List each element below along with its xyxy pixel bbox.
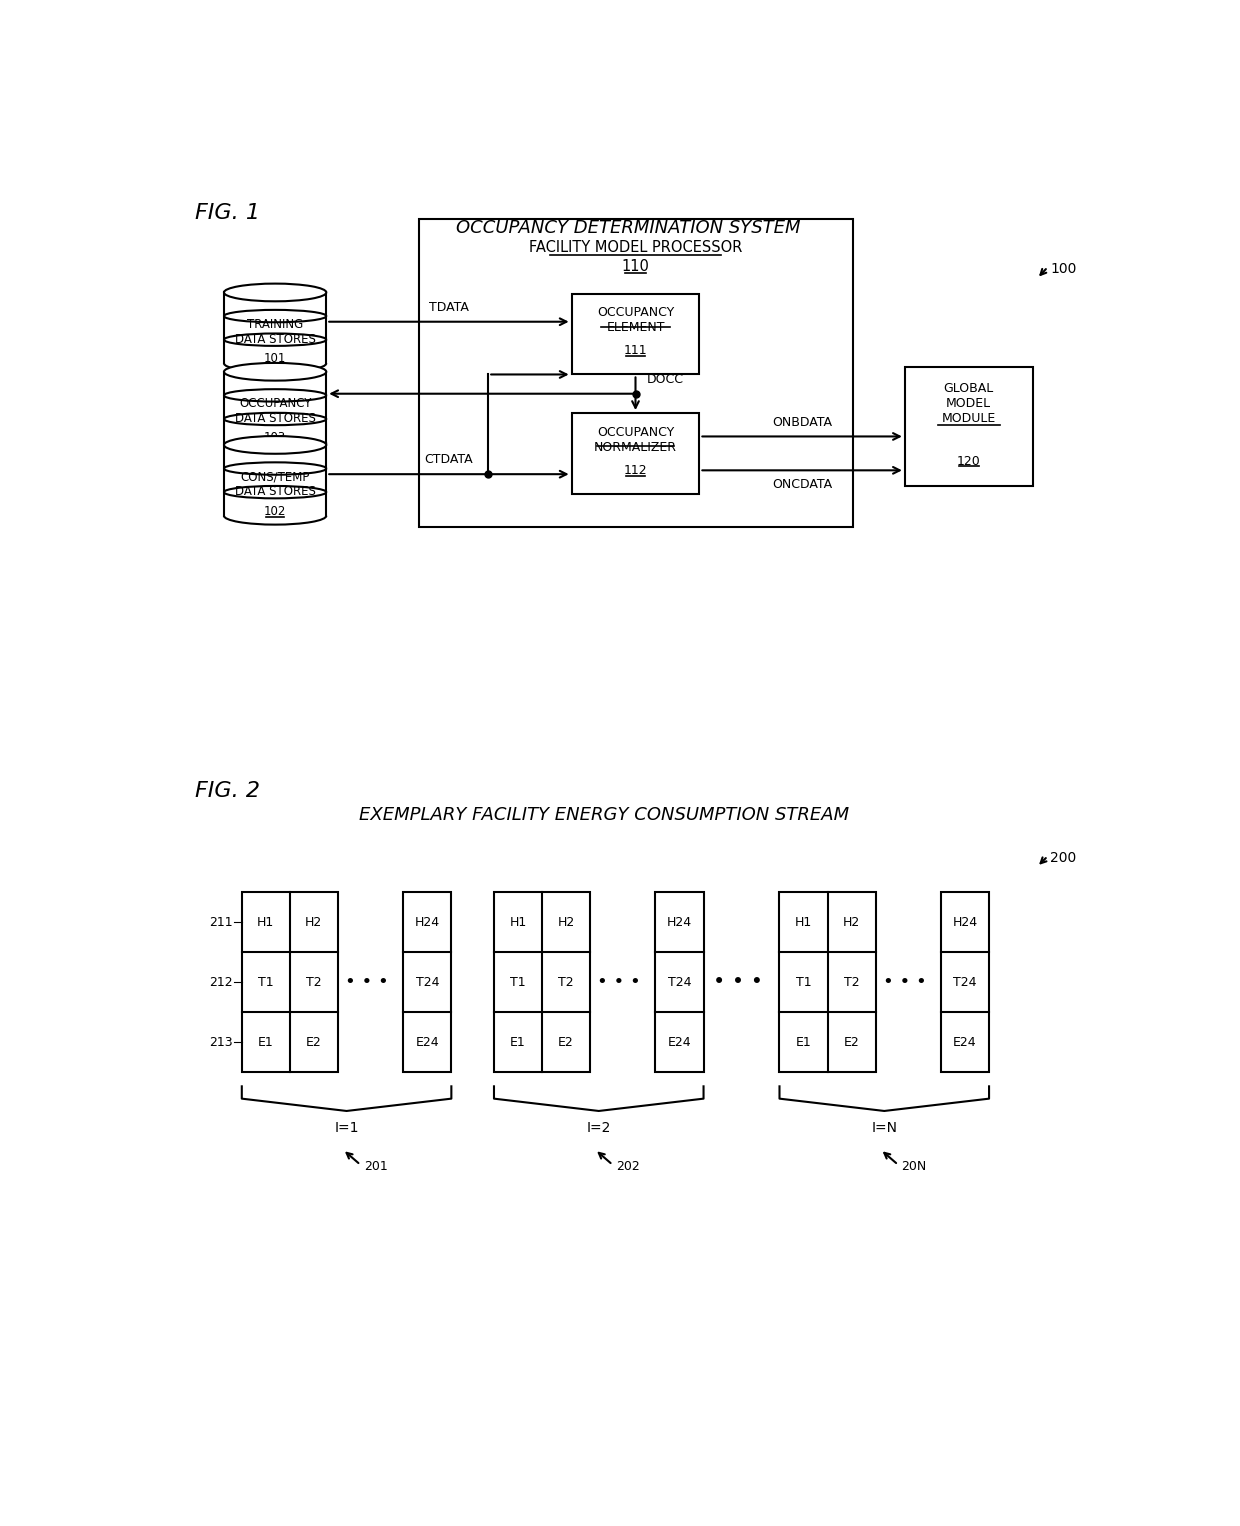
Ellipse shape	[224, 284, 326, 301]
Bar	[403, 893, 451, 1073]
Bar	[494, 893, 590, 1073]
Text: H2: H2	[558, 916, 574, 929]
Text: H2: H2	[305, 916, 322, 929]
Text: CTDATA: CTDATA	[424, 453, 474, 467]
Text: T1: T1	[510, 977, 526, 989]
Text: I=1: I=1	[335, 1122, 358, 1135]
Text: FACILITY MODEL PROCESSOR: FACILITY MODEL PROCESSOR	[528, 240, 743, 255]
Bar	[905, 366, 1033, 487]
Text: H24: H24	[952, 916, 977, 929]
Text: H1: H1	[795, 916, 812, 929]
Text: T2: T2	[843, 977, 859, 989]
Text: OCCUPANCY
NORMALIZER: OCCUPANCY NORMALIZER	[594, 426, 677, 453]
Text: 200: 200	[1050, 850, 1076, 865]
Text: T24: T24	[954, 977, 977, 989]
Text: H24: H24	[414, 916, 440, 929]
Text: 202: 202	[616, 1160, 640, 1173]
Bar	[656, 893, 703, 1073]
Text: 212: 212	[208, 977, 233, 989]
Text: H1: H1	[510, 916, 527, 929]
Text: ONBDATA: ONBDATA	[773, 415, 832, 429]
Text: OCCUPANCY DETERMINATION SYSTEM: OCCUPANCY DETERMINATION SYSTEM	[455, 218, 800, 237]
Text: H2: H2	[843, 916, 861, 929]
Text: H24: H24	[667, 916, 692, 929]
Text: DOCC: DOCC	[647, 372, 684, 386]
Text: TRAINING
DATA STORES: TRAINING DATA STORES	[234, 317, 315, 346]
Text: • • •: • • •	[596, 974, 641, 992]
Text: • • •: • • •	[713, 972, 763, 992]
Text: E1: E1	[258, 1036, 274, 1048]
Ellipse shape	[224, 436, 326, 453]
Text: TDATA: TDATA	[429, 301, 469, 314]
Text: 20N: 20N	[901, 1160, 926, 1173]
Text: T2: T2	[306, 977, 321, 989]
Text: E24: E24	[667, 1036, 692, 1048]
Text: E24: E24	[415, 1036, 439, 1048]
Text: T24: T24	[415, 977, 439, 989]
Text: OCCUPANCY
DATA STORES: OCCUPANCY DATA STORES	[234, 397, 315, 426]
Text: CONS/TEMP
DATA STORES: CONS/TEMP DATA STORES	[234, 470, 315, 497]
Ellipse shape	[224, 363, 326, 380]
Bar	[780, 893, 875, 1073]
Text: T2: T2	[558, 977, 574, 989]
Text: 103: 103	[264, 432, 286, 444]
Text: 111: 111	[624, 345, 647, 357]
Bar	[242, 893, 337, 1073]
Text: E1: E1	[796, 1036, 811, 1048]
Text: 102: 102	[264, 505, 286, 517]
Text: • • •: • • •	[883, 974, 926, 992]
Text: E24: E24	[954, 1036, 977, 1048]
Text: E2: E2	[558, 1036, 574, 1048]
Text: T1: T1	[796, 977, 811, 989]
Text: EXEMPLARY FACILITY ENERGY CONSUMPTION STREAM: EXEMPLARY FACILITY ENERGY CONSUMPTION ST…	[360, 806, 849, 824]
Text: T24: T24	[668, 977, 691, 989]
Bar	[572, 293, 699, 374]
Text: E2: E2	[306, 1036, 321, 1048]
Text: 110: 110	[621, 259, 650, 273]
Text: H1: H1	[257, 916, 274, 929]
Text: I=N: I=N	[872, 1122, 898, 1135]
Text: T1: T1	[258, 977, 274, 989]
Bar	[419, 218, 853, 526]
Text: I=2: I=2	[587, 1122, 611, 1135]
Text: • • •: • • •	[345, 974, 388, 992]
Text: 112: 112	[624, 464, 647, 476]
Text: 100: 100	[1050, 261, 1076, 276]
Text: 211: 211	[208, 916, 233, 929]
Text: FIG. 1: FIG. 1	[196, 203, 260, 223]
Text: 120: 120	[957, 455, 981, 467]
Text: FIG. 2: FIG. 2	[196, 781, 260, 801]
Text: OCCUPANCY
ELEMENT: OCCUPANCY ELEMENT	[596, 307, 675, 334]
Text: 101: 101	[264, 353, 286, 365]
Text: ONCDATA: ONCDATA	[773, 478, 832, 491]
Text: 213: 213	[208, 1036, 233, 1048]
Text: 201: 201	[363, 1160, 387, 1173]
Text: E2: E2	[843, 1036, 859, 1048]
Bar	[572, 414, 699, 494]
Text: E1: E1	[510, 1036, 526, 1048]
Bar	[941, 893, 990, 1073]
Text: GLOBAL
MODEL
MODULE: GLOBAL MODEL MODULE	[941, 382, 996, 424]
